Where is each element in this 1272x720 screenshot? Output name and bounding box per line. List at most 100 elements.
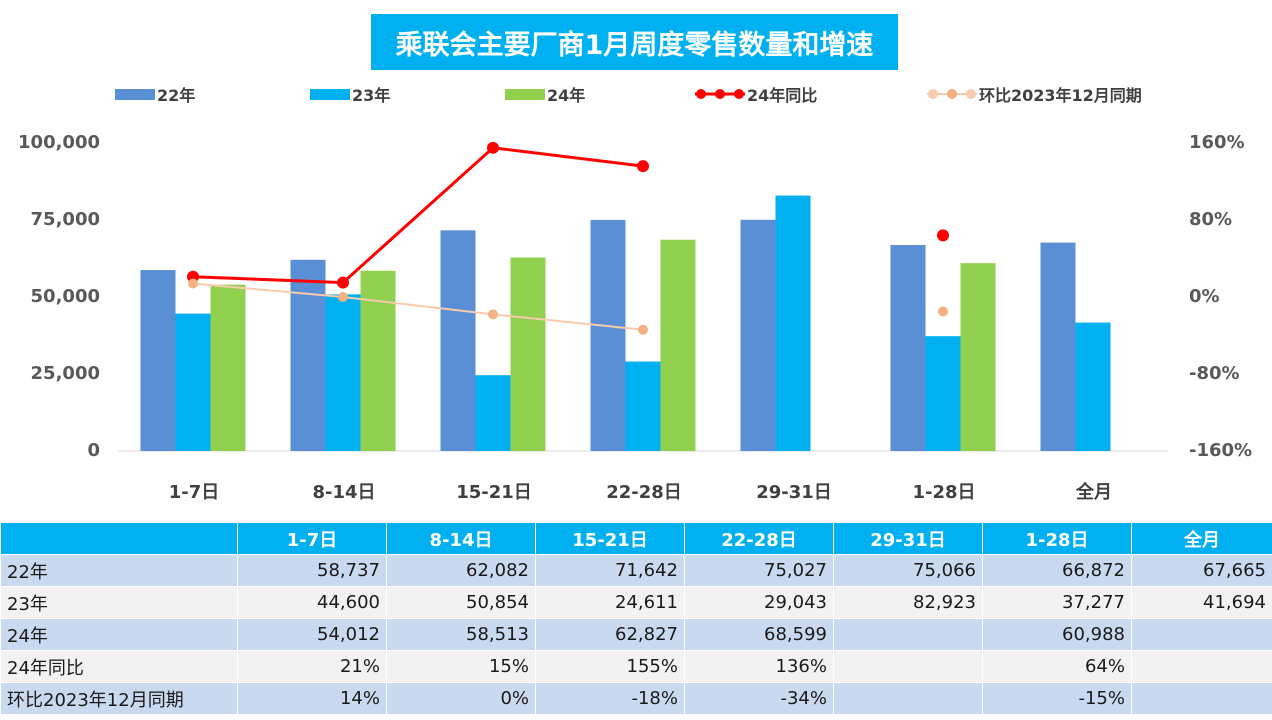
left-tick-label: 100,000 (18, 132, 100, 153)
bar-23年-8-14日 (325, 294, 361, 451)
table-header-cell: 15-21日 (535, 522, 685, 555)
line-环比2023年12月同期 (192, 282, 644, 331)
row-label: 24年同比 (0, 650, 238, 683)
bar-23年-1-28日 (925, 336, 961, 451)
row-label: 22年 (0, 554, 238, 587)
table-cell: 21% (237, 650, 387, 683)
left-tick-label: 75,000 (30, 209, 100, 230)
table-header-cell: 29-31日 (833, 522, 983, 555)
legend-item-22: 22年 (115, 82, 195, 106)
table-cell: 68,599 (684, 618, 834, 651)
right-tick-label: -160% (1189, 440, 1253, 461)
table-cell: 50,854 (386, 586, 536, 619)
table-cell: 58,737 (237, 554, 387, 587)
point-环比2023年12月同期-8-14日 (338, 292, 348, 302)
point-环比2023年12月同期-1-28日 (938, 306, 948, 317)
row-label: 环比2023年12月同期 (0, 682, 238, 715)
table-header-cell: 1-7日 (237, 522, 387, 555)
table-cell: 54,012 (237, 618, 387, 651)
table-cell: 155% (535, 650, 685, 683)
table-cell: 67,665 (1131, 554, 1272, 587)
row-label: 23年 (0, 586, 238, 619)
point-24年同比-8-14日 (337, 276, 349, 289)
table-header-cell: 1-28日 (982, 522, 1132, 555)
table-cell: 37,277 (982, 586, 1132, 619)
table-header-cell: 8-14日 (386, 522, 536, 555)
point-环比2023年12月同期-15-21日 (488, 309, 498, 320)
table-cell (833, 618, 983, 651)
left-tick-label: 50,000 (30, 286, 100, 307)
x-tick-label: 22-28日 (606, 482, 682, 503)
bar-23年-22-28日 (625, 361, 661, 451)
legend-label-22: 22年 (157, 86, 196, 105)
table-cell: 41,694 (1131, 586, 1272, 619)
table-cell: 82,923 (833, 586, 983, 619)
chart-legend: 22年 23年 24年 24年同比 环比20 (0, 82, 1272, 108)
bar-23年-15-21日 (475, 375, 511, 451)
table-cell: 62,082 (386, 554, 536, 587)
bar-22年-全月 (1040, 242, 1076, 451)
table-cell: 14% (237, 682, 387, 715)
right-tick-label: 160% (1189, 132, 1245, 153)
table-cell: 75,066 (833, 554, 983, 587)
bar-22年-8-14日 (290, 259, 326, 451)
table-cell: -18% (535, 682, 685, 715)
legend-item-24: 24年 (505, 82, 585, 106)
bar-24年-22-28日 (660, 239, 696, 451)
legend-swatch-23 (310, 88, 350, 100)
table-cell: 15% (386, 650, 536, 683)
point-环比2023年12月同期-1-7日 (188, 278, 198, 289)
table-cell: 75,027 (684, 554, 834, 587)
chart-title: 乘联会主要厂商1月周度零售数量和增速 (371, 14, 898, 70)
point-24年同比-22-28日 (637, 160, 649, 173)
table-header-cell: 22-28日 (684, 522, 834, 555)
table-cell: 24,611 (535, 586, 685, 619)
table-cell (1131, 650, 1272, 683)
left-tick-label: 25,000 (30, 363, 100, 384)
x-tick-label: 全月 (1076, 482, 1112, 503)
legend-label-24: 24年 (547, 86, 586, 105)
table-cell: 44,600 (237, 586, 387, 619)
table-cell: -34% (684, 682, 834, 715)
x-tick-label: 29-31日 (756, 482, 832, 503)
table-cell: 58,513 (386, 618, 536, 651)
bar-24年-1-7日 (210, 284, 246, 451)
chart-area: 乘联会主要厂商1月周度零售数量和增速 22年 23年 24年 24年同比 (0, 14, 1272, 503)
x-tick-label: 8-14日 (312, 482, 376, 503)
table-cell (1131, 618, 1272, 651)
table-header-cell: 全月 (1131, 522, 1272, 555)
table-cell: 136% (684, 650, 834, 683)
bar-22年-1-28日 (890, 245, 926, 451)
bar-22年-29-31日 (740, 219, 776, 451)
legend-item-mom: 环比2023年12月同期 (925, 82, 1142, 106)
bar-22年-15-21日 (440, 230, 476, 451)
bar-23年-1-7日 (175, 313, 211, 451)
table-cell: -15% (982, 682, 1132, 715)
bar-23年-29-31日 (775, 195, 811, 451)
legend-swatch-22 (115, 88, 155, 100)
table-cell: 60,988 (982, 618, 1132, 651)
bar-23年-全月 (1075, 322, 1111, 451)
right-tick-label: 0% (1189, 286, 1220, 307)
table-cell: 0% (386, 682, 536, 715)
row-label: 24年 (0, 618, 238, 651)
table-header-cell (0, 522, 238, 555)
legend-label-23: 23年 (352, 86, 391, 105)
table-cell: 62,827 (535, 618, 685, 651)
legend-swatch-yoy (695, 89, 745, 99)
line-24年同比 (192, 146, 644, 285)
table-cell: 71,642 (535, 554, 685, 587)
point-环比2023年12月同期-22-28日 (638, 324, 648, 335)
chart-plot (118, 141, 1168, 452)
table-row: 24年同比 21% 15% 155% 136% 64% (0, 650, 1272, 683)
x-tick-label: 15-21日 (456, 482, 532, 503)
table-cell: 64% (982, 650, 1132, 683)
x-tick-label: 1-28日 (912, 482, 976, 503)
table-cell (1131, 682, 1272, 715)
bar-24年-8-14日 (360, 270, 396, 451)
point-24年同比-1-28日 (937, 229, 949, 242)
table-row: 23年 44,600 50,854 24,611 29,043 82,923 3… (0, 586, 1272, 619)
table-cell (833, 650, 983, 683)
table-header-row: 1-7日 8-14日 15-21日 22-28日 29-31日 1-28日 全月 (0, 522, 1272, 555)
right-tick-label: -80% (1189, 363, 1240, 384)
